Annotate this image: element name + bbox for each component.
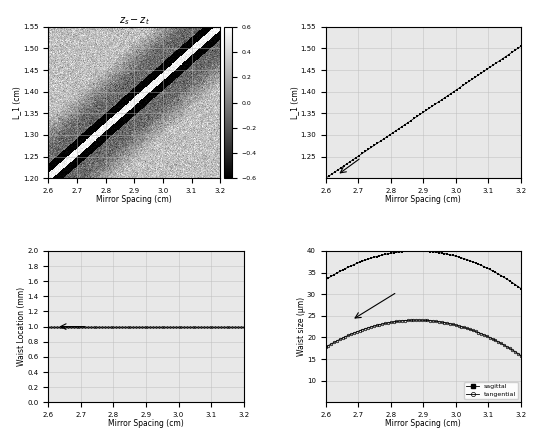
X-axis label: Mirror Spacing (cm): Mirror Spacing (cm) — [96, 195, 172, 204]
Y-axis label: L_1 (cm): L_1 (cm) — [12, 86, 21, 119]
X-axis label: Mirror Spacing (cm): Mirror Spacing (cm) — [108, 419, 184, 428]
Y-axis label: Waist size (μm): Waist size (μm) — [296, 297, 306, 356]
Legend: sagittal, tangential: sagittal, tangential — [465, 382, 518, 399]
X-axis label: Mirror Spacing (cm): Mirror Spacing (cm) — [386, 419, 461, 428]
X-axis label: Mirror Spacing (cm): Mirror Spacing (cm) — [386, 195, 461, 204]
Y-axis label: L_1 (cm): L_1 (cm) — [290, 86, 299, 119]
Title: $z_s-z_t$: $z_s-z_t$ — [119, 15, 150, 27]
Y-axis label: Waist Location (mm): Waist Location (mm) — [17, 287, 26, 366]
